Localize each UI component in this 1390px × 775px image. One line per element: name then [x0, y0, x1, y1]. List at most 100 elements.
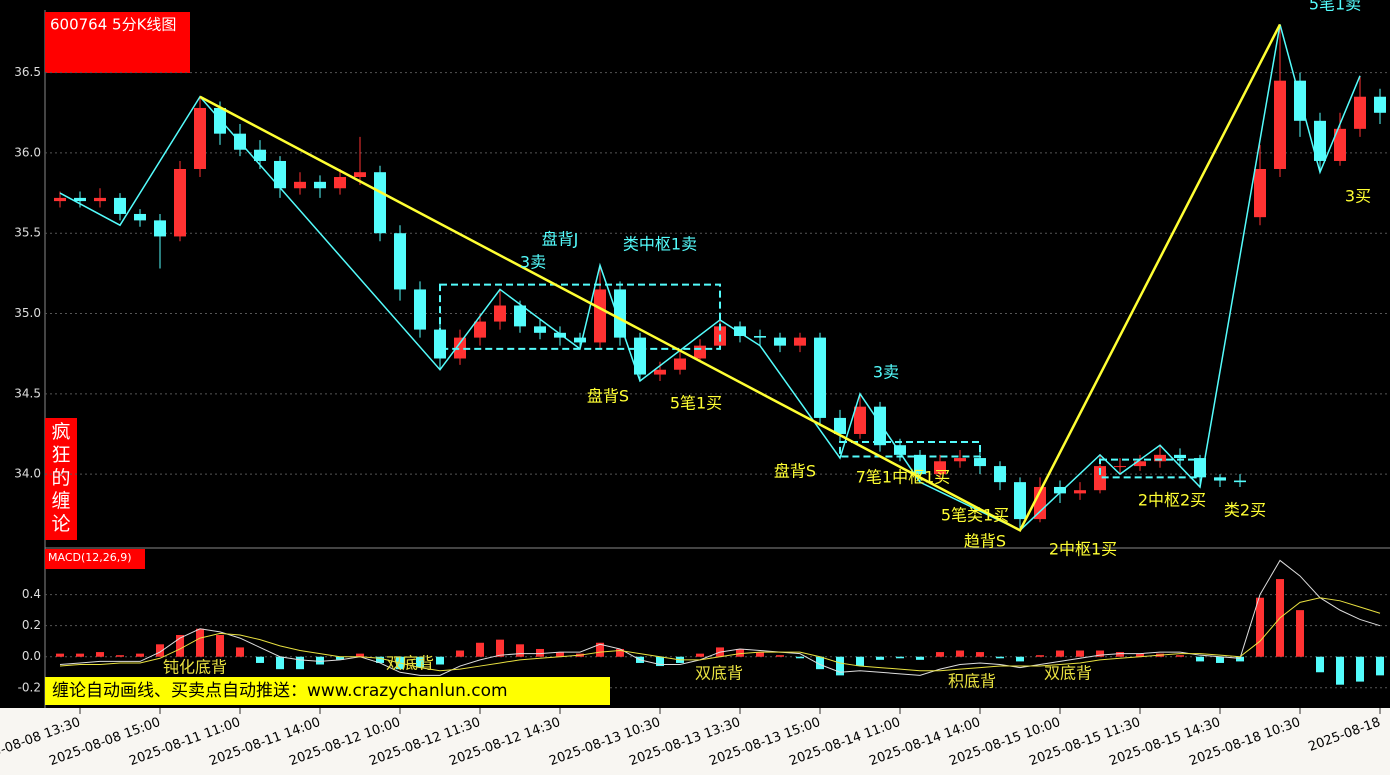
candle-body — [134, 213, 146, 221]
candle-body — [274, 160, 286, 189]
candle-body — [834, 417, 846, 434]
candle-body — [1054, 486, 1066, 494]
candle-body — [354, 172, 366, 178]
macd-bar — [816, 656, 824, 670]
signal-label: 3卖 — [520, 253, 546, 272]
candle-body — [754, 336, 766, 338]
candle-body — [1234, 480, 1246, 483]
candle-body — [74, 197, 86, 202]
macd-bar — [876, 656, 884, 660]
macd-bar — [976, 652, 984, 657]
candle-body — [314, 181, 326, 189]
pivot-box — [1099, 458, 1201, 479]
chart-title: 600764 5分K线图 — [50, 16, 176, 34]
macd-bar — [736, 648, 744, 657]
macd-bar — [1316, 656, 1324, 673]
macd-bar — [376, 656, 384, 663]
side-label: 疯狂的缠论 — [51, 421, 70, 535]
macd-bar — [1116, 652, 1124, 657]
candle-body — [654, 369, 666, 375]
divergence-label: 双底背 — [695, 664, 743, 683]
macd-bar — [456, 650, 464, 657]
candle-body — [994, 466, 1006, 483]
pivot-box — [839, 441, 981, 458]
candle-body — [174, 168, 186, 237]
macd-bar — [476, 642, 484, 657]
macd-bar — [496, 639, 504, 657]
y-tick-label: 34.5 — [14, 386, 41, 400]
y-tick-label: -0.2 — [18, 680, 41, 694]
macd-bar — [136, 653, 144, 657]
divergence-label: 双底背 — [1044, 664, 1092, 683]
candle-body — [974, 458, 986, 467]
stroke-line — [59, 24, 1361, 532]
candle-body — [874, 406, 886, 446]
macd-bar — [296, 656, 304, 670]
banner: 缠论自动画线、买卖点自动推送：www.crazychanlun.com — [52, 681, 508, 701]
signal-label: 2中枢1买 — [1049, 540, 1117, 559]
candle-body — [214, 107, 226, 134]
signal-label: 类中枢1卖 — [623, 235, 697, 254]
candle-body — [394, 233, 406, 290]
candle-body — [794, 337, 806, 346]
macd-bar — [276, 656, 284, 670]
y-tick-label: 34.0 — [14, 467, 41, 481]
candle-body — [1094, 466, 1106, 491]
macd-bar — [916, 656, 924, 660]
candle-body — [1214, 477, 1226, 481]
macd-bar — [836, 656, 844, 676]
signal-label: 盘背S — [774, 462, 816, 481]
candle-body — [1074, 490, 1086, 494]
candle-body — [734, 326, 746, 337]
macd-bar — [436, 656, 444, 665]
macd-bar — [236, 647, 244, 657]
macd-bar — [856, 656, 864, 667]
candle-body — [294, 181, 306, 189]
signal-label: 2中枢2买 — [1138, 491, 1206, 510]
macd-bar — [796, 656, 804, 659]
divergence-label: 双底背 — [386, 654, 434, 673]
candle-body — [94, 197, 106, 202]
macd-bar — [56, 653, 64, 657]
macd-bar — [1336, 656, 1344, 685]
signal-label: 趋背S — [964, 532, 1006, 551]
candle-body — [1314, 120, 1326, 161]
macd-bar — [1096, 650, 1104, 657]
candle-body — [194, 107, 206, 169]
segment-line — [199, 23, 1282, 533]
candle-body — [894, 445, 906, 455]
macd-bar — [76, 653, 84, 657]
candle-body — [574, 337, 586, 343]
macd-bar — [956, 650, 964, 657]
macd-bar — [696, 653, 704, 657]
candle-body — [1274, 80, 1286, 169]
macd-bar — [176, 634, 184, 657]
candle-body — [334, 177, 346, 189]
y-tick-label: 36.0 — [14, 145, 41, 159]
candle-body — [934, 461, 946, 475]
candle-body — [554, 332, 566, 338]
candle-body — [1134, 461, 1146, 467]
candle-body — [154, 220, 166, 237]
macd-bar — [516, 644, 524, 657]
macd-title: MACD(12,26,9) — [48, 551, 132, 564]
candle-body — [954, 458, 966, 462]
divergence-label: 积底背 — [948, 672, 996, 691]
macd-bar — [616, 648, 624, 657]
signal-label: 5笔1卖 — [1309, 0, 1361, 14]
macd-bar — [1076, 650, 1084, 657]
macd-bar — [936, 652, 944, 657]
macd-bar — [1136, 653, 1144, 657]
candle-body — [454, 337, 466, 359]
candle-body — [914, 454, 926, 475]
candle-body — [1374, 96, 1386, 113]
x-axis-area — [0, 708, 1390, 775]
macd-bar — [536, 648, 544, 657]
signal-label: 盘背J — [542, 230, 579, 249]
signal-label: 3卖 — [873, 363, 899, 382]
candle-body — [1114, 466, 1126, 468]
macd-bar — [996, 656, 1004, 659]
macd-bar — [1356, 656, 1364, 682]
title-box — [45, 12, 190, 73]
